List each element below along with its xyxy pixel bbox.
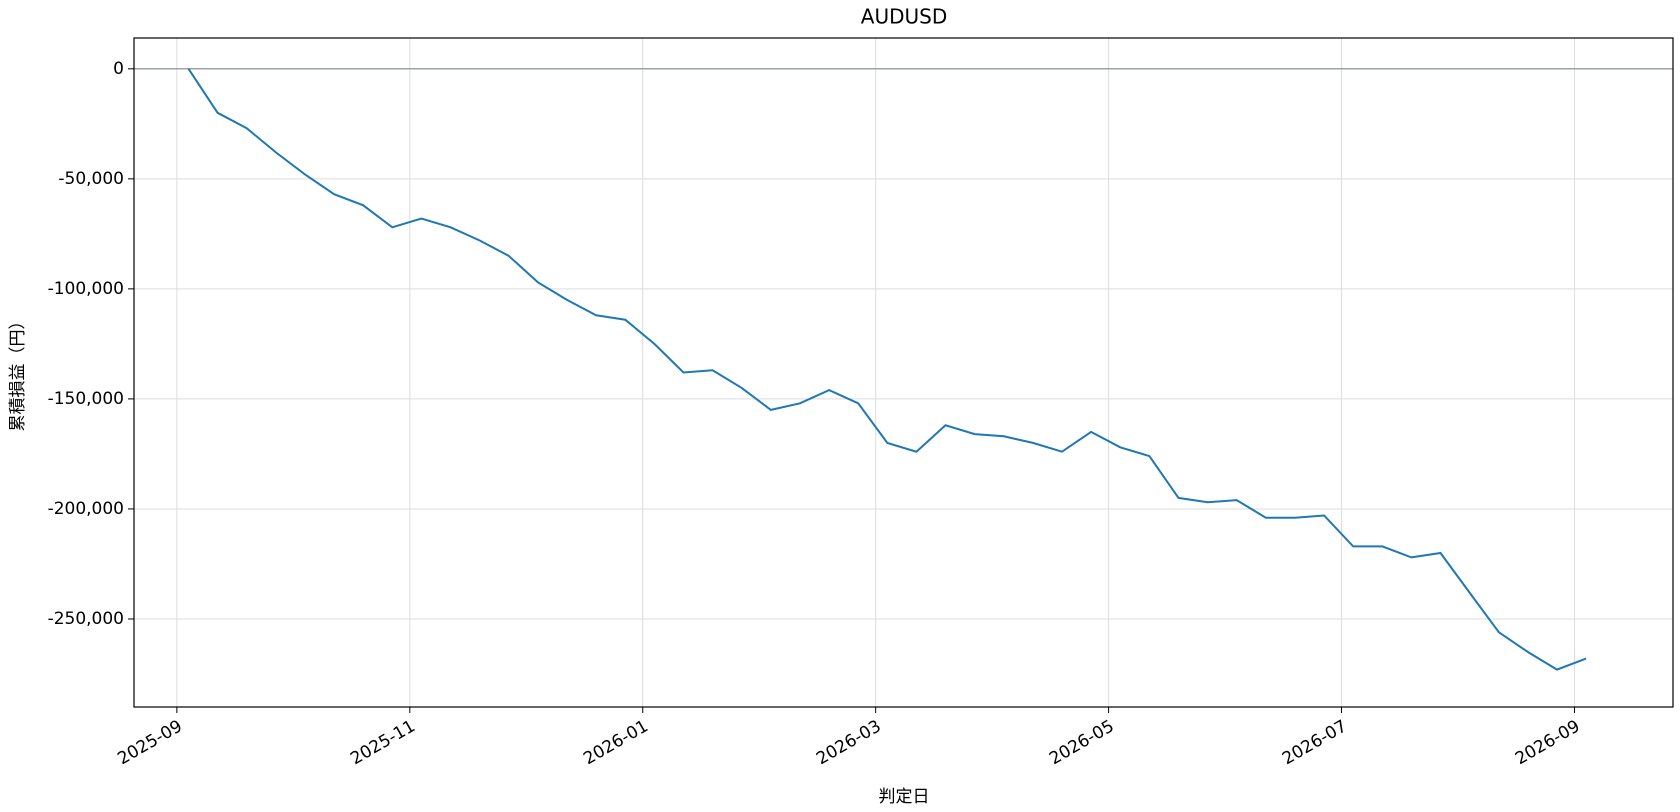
- data-line: [187, 68, 1587, 671]
- x-axis-label: 判定日: [879, 787, 930, 807]
- y-tick-label: -100,000: [48, 279, 124, 299]
- plot-frame: [133, 37, 1674, 708]
- x-tick-label: 2026-07: [1279, 716, 1351, 769]
- x-tick-label: 2026-01: [580, 716, 652, 769]
- y-tick-label: -200,000: [48, 499, 124, 519]
- y-tick-label: -250,000: [48, 609, 124, 629]
- y-tick-label: -150,000: [48, 389, 124, 409]
- x-tick-label: 2025-11: [347, 716, 419, 769]
- y-tick-label: -50,000: [58, 169, 124, 189]
- x-tick-label: 2026-09: [1512, 716, 1584, 769]
- y-tick-label: 0: [113, 59, 124, 79]
- x-tick-label: 2026-05: [1046, 716, 1118, 769]
- chart-title: AUDUSD: [861, 5, 947, 29]
- x-tick-label: 2026-03: [813, 716, 885, 769]
- x-tick-label: 2025-09: [114, 716, 186, 769]
- y-axis-label: 累積損益（円）: [8, 313, 28, 432]
